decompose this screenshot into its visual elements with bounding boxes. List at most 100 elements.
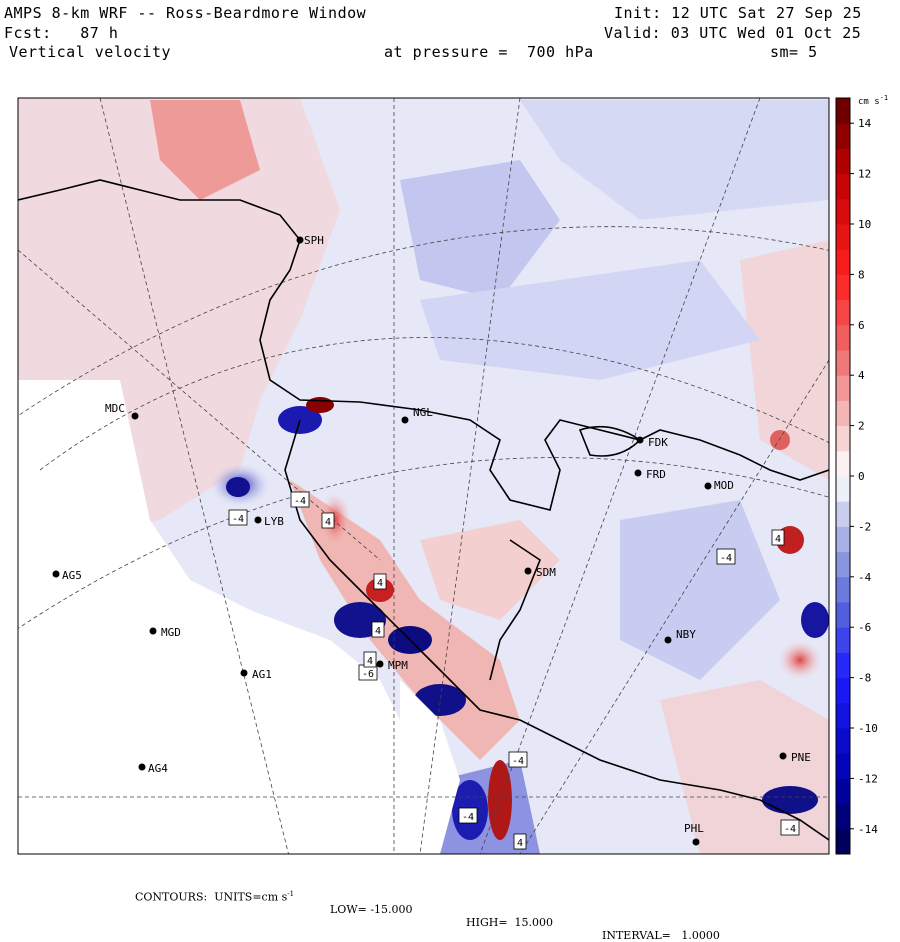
extrema-box (513, 833, 527, 850)
extrema-box (228, 509, 248, 526)
colorbar-tick-label: -10 (858, 722, 878, 735)
station-label: NGL (413, 406, 433, 419)
map-border (17, 97, 830, 855)
extrema-box (321, 512, 335, 529)
colorbar-swatch (836, 324, 850, 351)
contour-high: HIGH= 15.000 (466, 916, 554, 929)
colorbar-swatch (836, 828, 850, 855)
smoothing: sm= 5 (770, 43, 818, 61)
extrema-labels: 4 -4 4 4 -4 -4 4 -6 4 -4 -4 4 -4 (228, 491, 800, 850)
colorbar-swatch (836, 400, 850, 427)
colorbar-swatch (836, 299, 850, 326)
colorbar-swatch (836, 375, 850, 401)
station-label: PNE (791, 751, 811, 764)
map-field (18, 98, 829, 854)
station-dot (634, 469, 642, 477)
extrema-label: 4 (517, 838, 523, 849)
colorbar-tick-label: 0 (858, 470, 865, 483)
init-time: Init: 12 UTC Sat 27 Sep 25 (614, 4, 862, 22)
forecast-hour: Fcst: 87 h (4, 24, 119, 42)
extrema-box (458, 807, 478, 824)
colorbar-swatch (836, 778, 850, 805)
extrema-label: 4 (367, 656, 373, 667)
station-dot (401, 416, 409, 424)
extrema-box (290, 491, 310, 508)
station-label: FRD (646, 468, 666, 481)
extrema-box (373, 573, 387, 590)
station-dot (138, 763, 146, 771)
colorbar-tick-label: 8 (858, 268, 865, 281)
colorbar-swatch (836, 728, 850, 754)
station-label: NBY (676, 628, 696, 641)
station-dot (704, 482, 712, 490)
station-dot (254, 516, 262, 524)
extrema-label: 4 (377, 578, 383, 589)
colorbar-swatch (836, 602, 850, 628)
extrema-box (508, 751, 528, 768)
colorbar-tick-label: 4 (858, 369, 865, 382)
map-title: AMPS 8-km WRF -- Ross-Beardmore Window (4, 4, 367, 22)
colorbar-swatch (836, 526, 850, 553)
station-label: MGD (161, 626, 181, 639)
contour-low: LOW= -15.000 (330, 903, 413, 916)
colorbar: 14 12 10 8 6 4 2 0 -2 -4 -6 -8 -10 -12 -14 cm s-1 (835, 94, 888, 855)
colorbar-tick-label: -4 (858, 571, 872, 584)
colorbar-tick-label: 12 (858, 168, 871, 181)
colorbar-tick-label: 14 (858, 117, 872, 130)
colorbar-swatch (836, 501, 850, 527)
station-markers: SPH MDC NGL FDK FRD MOD SDM AG5 MGD AG1 NBY AG4 PNE P… (52, 234, 811, 846)
colorbar-swatch (836, 702, 850, 729)
extrema-label: -4 (784, 824, 796, 835)
contour-interval: INTERVAL= 1.0000 (602, 929, 720, 942)
extrema-label: -4 (512, 756, 524, 767)
station-dot (296, 236, 304, 244)
station-dot (636, 436, 644, 444)
station-dot (240, 669, 248, 677)
extrema-label: 4 (325, 517, 331, 528)
colorbar-swatch (836, 450, 850, 477)
colorbar-swatch (836, 98, 850, 124)
station-dot (779, 752, 787, 760)
colorbar-tick-label: -14 (858, 823, 878, 836)
colorbar-tick-label: 2 (858, 420, 865, 433)
extrema-label: -6 (362, 669, 374, 680)
colorbar-swatch (836, 803, 850, 830)
station-label: LYB (264, 515, 284, 528)
station-label: SDM (536, 566, 556, 579)
extrema-label: -4 (232, 514, 244, 525)
extrema-label: -4 (720, 553, 732, 564)
colorbar-swatch (836, 627, 850, 653)
colorbar-tick-label: 10 (858, 218, 871, 231)
station-dot (149, 627, 157, 635)
extrema-box (363, 651, 377, 668)
station-label: SPH (304, 234, 324, 247)
extrema-label: -4 (462, 812, 474, 823)
station-label: MPM (388, 659, 408, 672)
colorbar-tick-label: -6 (858, 621, 871, 634)
station-label: AG1 (252, 668, 272, 681)
field-name: Vertical velocity (9, 43, 172, 61)
extrema-box (716, 548, 736, 565)
colorbar-tick-label: 6 (858, 319, 865, 332)
colorbar-swatch (836, 198, 850, 225)
station-label: PHL (684, 822, 704, 835)
extrema-label: 4 (375, 626, 381, 637)
colorbar-tick-label: -2 (858, 520, 871, 533)
station-label: AG4 (148, 762, 168, 775)
colorbar-swatch (836, 476, 850, 502)
colorbar-swatch (836, 350, 850, 376)
extrema-box (771, 529, 785, 546)
colorbar-swatch (836, 224, 850, 250)
station-dot (524, 567, 532, 575)
colorbar-tick-label: -8 (858, 672, 871, 685)
station-label: AG5 (62, 569, 82, 582)
extrema-box (371, 621, 385, 638)
vertical-velocity-chart: SPH MDC NGL FDK FRD MOD SDM AG5 MGD AG1 NBY AG4 PNE P… (17, 94, 888, 855)
station-dot (52, 570, 60, 578)
pressure-level: at pressure = 700 hPa (384, 43, 594, 61)
station-dot (664, 636, 672, 644)
contour-units: CONTOURS: UNITS=cm s-1 (135, 890, 295, 904)
colorbar-swatch (836, 753, 850, 779)
colorbar-swatch (836, 123, 850, 149)
colorbar-swatch (836, 652, 850, 679)
